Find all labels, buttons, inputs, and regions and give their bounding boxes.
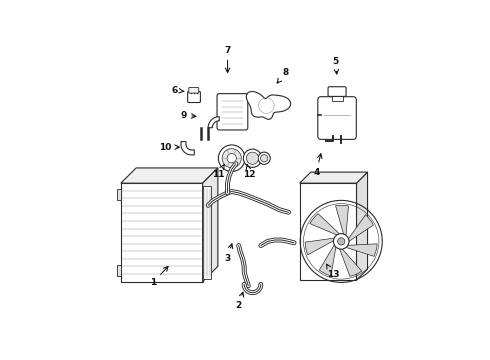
Circle shape	[222, 149, 241, 168]
Text: 6: 6	[172, 86, 184, 95]
Polygon shape	[356, 172, 368, 280]
Text: 11: 11	[212, 165, 224, 179]
Text: 12: 12	[244, 165, 256, 179]
Circle shape	[244, 149, 262, 167]
Polygon shape	[203, 186, 211, 279]
Polygon shape	[347, 215, 373, 243]
Circle shape	[258, 152, 270, 164]
Polygon shape	[310, 213, 341, 236]
Polygon shape	[305, 238, 336, 255]
FancyBboxPatch shape	[318, 97, 356, 139]
Polygon shape	[339, 247, 362, 276]
Polygon shape	[117, 265, 121, 276]
Polygon shape	[203, 168, 218, 282]
Polygon shape	[344, 244, 377, 256]
FancyBboxPatch shape	[188, 91, 200, 103]
Text: 4: 4	[313, 154, 322, 177]
Polygon shape	[121, 168, 218, 183]
Polygon shape	[319, 243, 336, 276]
Text: 3: 3	[224, 244, 233, 262]
Text: 9: 9	[180, 111, 196, 120]
Polygon shape	[246, 91, 291, 119]
Circle shape	[338, 238, 345, 245]
Polygon shape	[336, 205, 348, 237]
Polygon shape	[117, 189, 121, 200]
Polygon shape	[181, 141, 195, 155]
Text: 8: 8	[277, 68, 289, 83]
Circle shape	[261, 155, 268, 162]
FancyBboxPatch shape	[328, 87, 346, 96]
Text: 7: 7	[224, 46, 231, 72]
Text: 5: 5	[333, 57, 339, 74]
Text: 2: 2	[236, 292, 244, 310]
Text: 13: 13	[327, 264, 339, 279]
FancyBboxPatch shape	[189, 87, 199, 93]
Text: 10: 10	[159, 143, 179, 152]
FancyBboxPatch shape	[217, 94, 248, 130]
Polygon shape	[300, 172, 368, 183]
FancyBboxPatch shape	[332, 94, 343, 102]
Circle shape	[219, 145, 245, 172]
Circle shape	[334, 234, 349, 249]
Polygon shape	[300, 183, 356, 280]
Circle shape	[227, 154, 236, 163]
Polygon shape	[121, 183, 203, 282]
Circle shape	[246, 152, 259, 164]
Text: 1: 1	[149, 266, 168, 288]
Polygon shape	[208, 117, 219, 128]
